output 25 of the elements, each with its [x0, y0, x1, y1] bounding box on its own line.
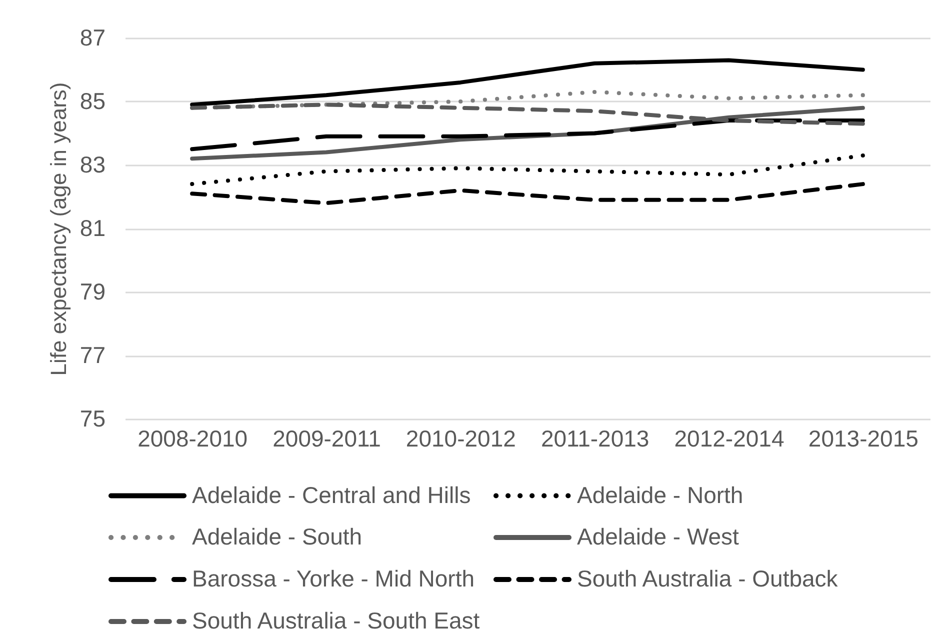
y-axis-title: Life expectancy (age in years) [46, 82, 71, 376]
y-tick-label: 85 [80, 88, 106, 114]
y-tick-label: 79 [80, 278, 106, 304]
x-tick-label: 2010-2012 [406, 426, 516, 452]
line-series [190, 118, 865, 152]
y-tick-label: 83 [80, 152, 106, 178]
x-tick-label: 2009-2011 [272, 426, 381, 452]
legend-label: South Australia - Outback [577, 566, 838, 592]
y-tick-label: 77 [80, 342, 106, 368]
y-tick-label: 75 [80, 406, 106, 432]
x-tick-label: 2011-2013 [540, 426, 650, 452]
legend-label: Barossa - Yorke - Mid North [192, 566, 475, 592]
legend-label: Adelaide - South [192, 524, 362, 550]
line-series [190, 182, 865, 206]
x-tick-label: 2008-2010 [138, 426, 248, 452]
y-tick-label: 81 [80, 215, 106, 241]
legend-label: Adelaide - North [577, 482, 744, 508]
line-series [190, 58, 865, 107]
line-series [190, 153, 865, 186]
legend-label: South Australia - South East [192, 608, 480, 634]
y-tick-label: 87 [80, 24, 106, 50]
x-tick-label: 2013-2015 [808, 426, 918, 452]
legend-label: Adelaide - West [577, 524, 740, 550]
x-tick-label: 2012-2014 [674, 426, 784, 452]
legend-label: Adelaide - Central and Hills [192, 482, 471, 508]
